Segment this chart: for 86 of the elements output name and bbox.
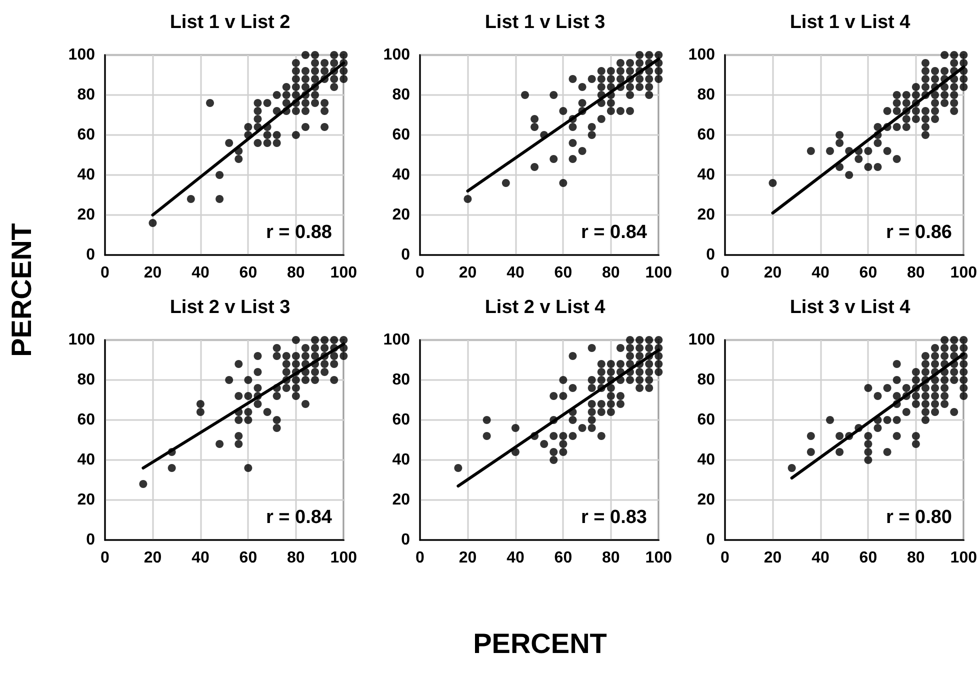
annotation: r = 0.88 xyxy=(266,222,332,243)
y-tick-label: 0 xyxy=(706,532,716,548)
y-tick-label: 60 xyxy=(77,126,96,144)
y-tick-label: 40 xyxy=(77,452,96,468)
y-tick-label: 40 xyxy=(77,166,96,184)
x-tick-label: 40 xyxy=(506,550,524,566)
y-tick-label: 20 xyxy=(392,492,410,508)
x-tick-label: 40 xyxy=(192,550,210,566)
chart-title: List 2 v List 4 xyxy=(484,297,606,318)
y-tick-label: 20 xyxy=(697,492,716,508)
x-tick-label: 80 xyxy=(602,264,620,282)
y-tick-label: 80 xyxy=(697,86,716,104)
x-tick-label: 40 xyxy=(812,550,830,566)
chart-title: List 2 v List 3 xyxy=(170,297,290,318)
x-tick-label: 60 xyxy=(239,264,258,282)
annotation: r = 0.83 xyxy=(580,507,648,528)
y-tick-label: 80 xyxy=(392,372,410,388)
y-tick-label: 0 xyxy=(86,246,96,264)
x-tick-label: 100 xyxy=(645,264,672,282)
x-tick-label: 60 xyxy=(554,264,572,282)
x-tick-label: 80 xyxy=(602,550,620,566)
x-tick-label: 60 xyxy=(859,264,878,282)
x-axis-title: PERCENT xyxy=(473,628,607,660)
y-tick-label: 100 xyxy=(688,46,716,64)
y-tick-label: 20 xyxy=(392,206,410,224)
y-tick-label: 20 xyxy=(77,206,96,224)
y-tick-label: 40 xyxy=(697,452,716,468)
y-tick-label: 0 xyxy=(86,532,96,548)
y-tick-label: 60 xyxy=(697,126,716,144)
x-tick-label: 20 xyxy=(458,264,477,282)
y-tick-label: 100 xyxy=(383,46,410,64)
x-tick-label: 80 xyxy=(907,264,925,282)
x-tick-label: 100 xyxy=(330,550,358,566)
x-tick-label: 100 xyxy=(645,550,672,566)
x-tick-label: 60 xyxy=(554,550,572,566)
y-tick-label: 20 xyxy=(77,492,96,508)
x-tick-label: 0 xyxy=(416,550,425,566)
x-tick-label: 60 xyxy=(859,550,878,566)
y-tick-label: 100 xyxy=(68,46,96,64)
x-tick-label: 20 xyxy=(764,550,782,566)
y-tick-label: 80 xyxy=(392,86,410,104)
annotation: r = 0.84 xyxy=(266,507,332,528)
y-tick-label: 0 xyxy=(401,246,410,264)
annotation: r = 0.84 xyxy=(580,222,648,243)
x-tick-label: 40 xyxy=(506,264,524,282)
x-tick-label: 0 xyxy=(100,550,110,566)
x-tick-label: 0 xyxy=(100,264,110,282)
x-tick-label: 100 xyxy=(950,264,978,282)
x-tick-label: 0 xyxy=(720,550,730,566)
x-tick-label: 20 xyxy=(144,550,162,566)
chart-title: List 1 v List 3 xyxy=(484,12,606,33)
chart-title: List 3 v List 4 xyxy=(790,297,911,318)
y-axis-title: PERCENT xyxy=(6,223,38,357)
x-tick-label: 0 xyxy=(416,264,425,282)
y-tick-label: 60 xyxy=(697,412,716,428)
y-tick-label: 0 xyxy=(706,246,716,264)
chart-title: List 1 v List 2 xyxy=(170,12,290,33)
y-tick-label: 100 xyxy=(688,332,716,348)
x-tick-label: 100 xyxy=(950,550,978,566)
x-tick-label: 20 xyxy=(458,550,477,566)
y-tick-label: 0 xyxy=(401,532,410,548)
x-tick-label: 20 xyxy=(144,264,162,282)
x-tick-label: 0 xyxy=(720,264,730,282)
x-tick-label: 40 xyxy=(812,264,830,282)
y-tick-label: 80 xyxy=(697,372,716,388)
x-tick-label: 40 xyxy=(192,264,210,282)
y-tick-label: 80 xyxy=(77,86,96,104)
annotation: r = 0.86 xyxy=(886,222,952,243)
y-tick-label: 40 xyxy=(392,166,410,184)
x-tick-label: 80 xyxy=(287,550,305,566)
y-tick-label: 60 xyxy=(77,412,96,428)
x-tick-label: 80 xyxy=(287,264,305,282)
x-tick-label: 100 xyxy=(330,264,358,282)
y-tick-label: 100 xyxy=(68,332,96,348)
y-tick-label: 40 xyxy=(392,452,410,468)
y-tick-label: 20 xyxy=(697,206,716,224)
y-tick-label: 40 xyxy=(697,166,716,184)
annotation: r = 0.80 xyxy=(886,507,952,528)
y-tick-label: 60 xyxy=(392,126,410,144)
x-tick-label: 20 xyxy=(764,264,782,282)
y-tick-label: 100 xyxy=(383,332,410,348)
chart-title: List 1 v List 4 xyxy=(790,12,911,33)
y-tick-label: 60 xyxy=(392,412,410,428)
x-tick-label: 80 xyxy=(907,550,925,566)
y-tick-label: 80 xyxy=(77,372,96,388)
x-tick-label: 60 xyxy=(239,550,258,566)
